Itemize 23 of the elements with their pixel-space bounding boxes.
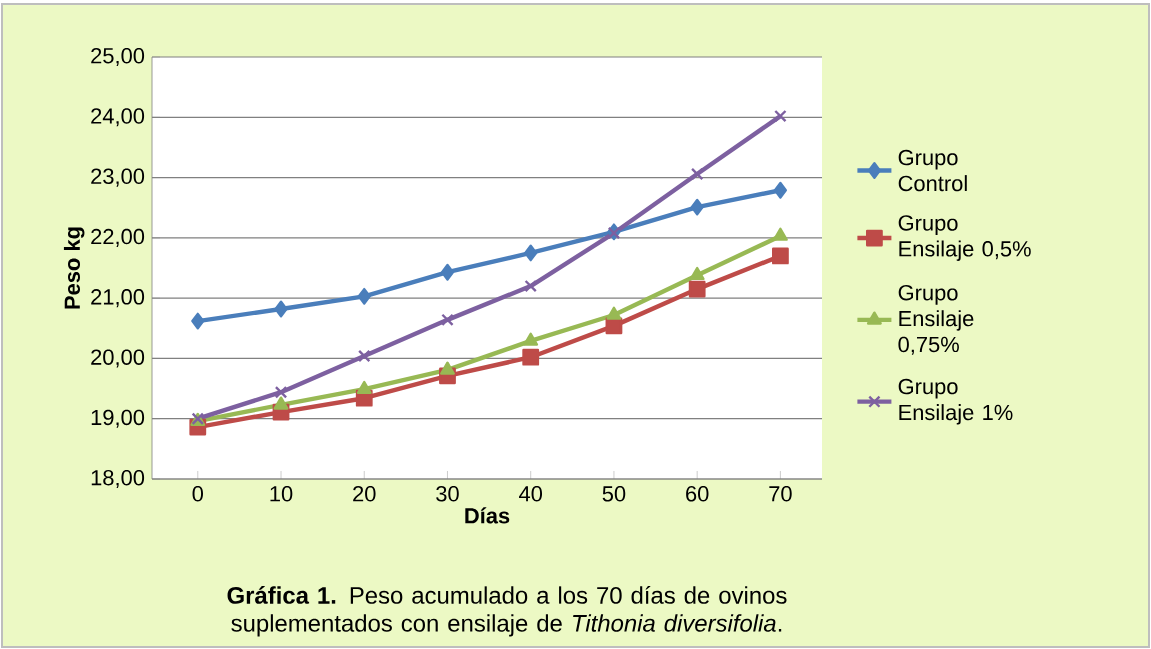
x-tick-label: 60	[686, 486, 709, 502]
legend-label: Grupo Control	[898, 149, 967, 192]
y-tick-label: 19,00	[91, 409, 145, 428]
y-tick-label: 22,00	[91, 228, 145, 247]
x-tick-label: 30	[436, 486, 459, 502]
legend-label: Grupo Ensilaje 0,75%	[898, 284, 974, 355]
y-axis-title: Peso kg	[63, 227, 85, 309]
y-tick-label: 18,00	[91, 469, 145, 489]
y-tick-label: 20,00	[91, 349, 145, 368]
legend-label: Grupo Ensilaje 0,5%	[898, 215, 1031, 261]
y-tick-label: 25,00	[91, 47, 145, 67]
x-tick-label: 10	[270, 486, 293, 502]
y-tick-label: 21,00	[91, 289, 145, 308]
x-tick-label: 40	[519, 486, 543, 502]
legend-label: Grupo Ensilaje 1%	[898, 378, 1013, 425]
x-axis-title: Días	[465, 507, 510, 524]
y-tick-label: 24,00	[91, 108, 145, 127]
x-tick-label: 0	[192, 486, 203, 502]
x-tick-label: 70	[769, 486, 792, 502]
x-tick-label: 20	[353, 486, 376, 502]
y-tick-label: 23,00	[91, 168, 145, 187]
x-tick-label: 50	[602, 486, 626, 502]
text: Gráfica 1. Peso acumulado a los 70 días de ovinos suplementados con ensilaje de Tithonia diversifolia.	[227, 586, 787, 637]
